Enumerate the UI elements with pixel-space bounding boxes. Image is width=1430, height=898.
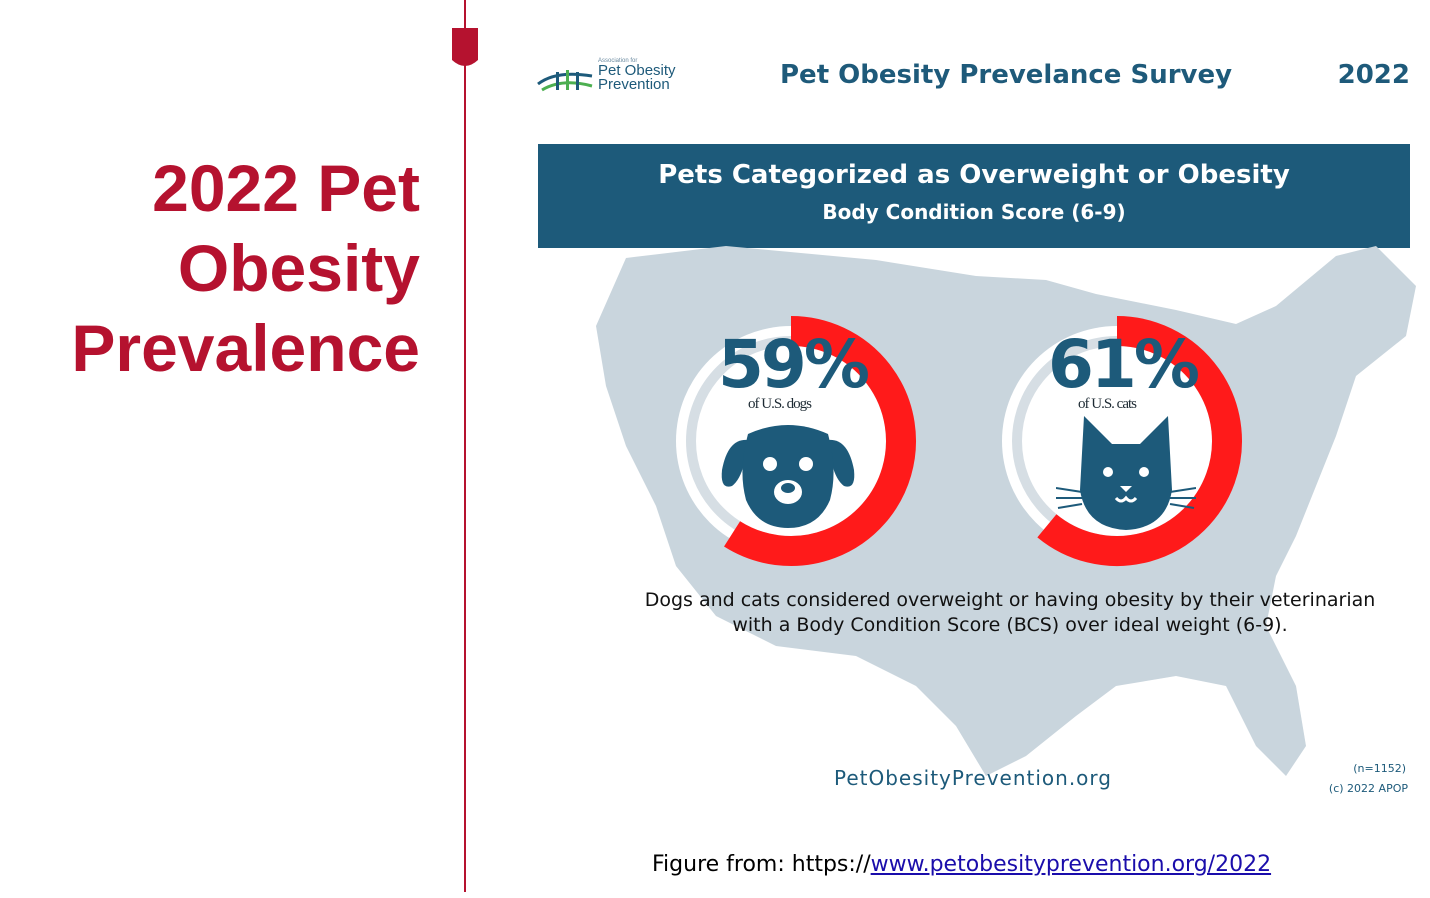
apop-logo: [537, 70, 593, 92]
infographic: Association for Pet Obesity Prevention P…: [536, 40, 1416, 810]
website-text: PetObesityPrevention.org: [834, 766, 1112, 790]
logo-line-2: Prevention: [598, 76, 670, 93]
dogs-percent: 59%: [718, 326, 870, 403]
logo-figures-icon: [537, 70, 593, 92]
description-line-1: Dogs and cats considered overweight or h…: [644, 589, 1376, 611]
logo-line-1: Pet Obesity: [598, 62, 676, 79]
dogs-donut-arc: [724, 316, 916, 566]
copyright: (c) 2022 APOP: [1328, 782, 1408, 795]
figure-caption: Figure from: https://www.petobesitypreve…: [652, 852, 1271, 877]
caption-prefix: Figure from: https://: [652, 852, 871, 877]
cat-icon: [1056, 416, 1196, 530]
vertical-divider: [464, 0, 466, 892]
slide-title: 2022 Pet Obesity Prevalence: [20, 148, 420, 388]
logo-small-text: Association for: [598, 58, 638, 64]
caption-link[interactable]: www.petobesityprevention.org/2022: [870, 852, 1272, 877]
cats-donut-arc: [1037, 316, 1242, 566]
survey-year: 2022: [1337, 60, 1410, 90]
banner-subtitle: Body Condition Score (6-9): [822, 200, 1126, 224]
cats-label: of U.S. cats: [1078, 396, 1137, 412]
slide-title-line-1: 2022 Pet: [152, 151, 420, 225]
dog-icon: [721, 425, 855, 528]
cats-percent: 61%: [1048, 326, 1200, 403]
description: Dogs and cats considered overweight or h…: [626, 588, 1394, 638]
logo-text: Association for Pet Obesity Prevention: [598, 58, 676, 92]
divider-marker: [452, 28, 478, 66]
banner: Pets Categorized as Overweight or Obesit…: [538, 144, 1410, 248]
dogs-label: of U.S. dogs: [748, 396, 812, 412]
slide-title-line-3: Prevalence: [71, 311, 420, 385]
sample-size: (n=1152): [1353, 762, 1406, 775]
description-line-2: with a Body Condition Score (BCS) over i…: [732, 614, 1288, 636]
banner-title: Pets Categorized as Overweight or Obesit…: [658, 160, 1290, 190]
survey-title: Pet Obesity Prevelance Survey: [780, 60, 1233, 90]
slide-title-line-2: Obesity: [177, 231, 420, 305]
